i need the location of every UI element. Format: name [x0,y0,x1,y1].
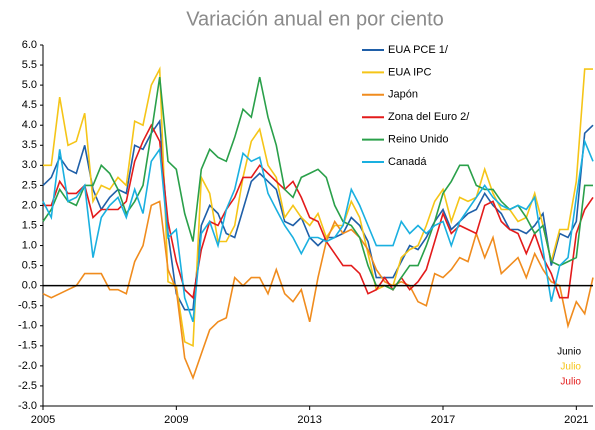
y-tick-label: 1.5 [22,219,37,231]
y-tick-label: 5.0 [22,79,37,91]
y-tick-label: 3.0 [22,159,37,171]
x-tick-label: 2017 [431,414,455,426]
legend-label: Zona del Euro 2/ [388,111,470,123]
y-tick-label: -2.0 [18,360,37,372]
x-tick-label: 2021 [564,414,588,426]
y-tick-label: 4.5 [22,99,37,111]
x-tick-label: 2013 [297,414,321,426]
series-line [42,76,593,291]
legend-label: Canadá [388,156,427,168]
y-tick-label: 6.0 [22,39,37,51]
annotation: Julio [560,377,581,388]
x-tick-label: 2005 [31,414,55,426]
series-line [42,118,594,311]
y-tick-label: 4.0 [22,119,37,131]
series-line [43,66,593,348]
chart-title: Variación anual en por ciento [186,8,444,30]
y-tick-label: 2.0 [22,199,37,211]
y-tick-label: -1.0 [18,320,37,332]
y-tick-label: -1.5 [18,340,37,352]
legend-label: Japón [388,89,418,101]
series-line [43,123,594,300]
y-tick-label: -3.0 [18,400,37,412]
y-tick-label: 5.5 [22,59,37,71]
series-line [42,138,594,323]
x-tick-label: 2009 [164,414,188,426]
annotation: Julio [560,362,581,373]
y-tick-label: -2.5 [18,380,37,392]
y-tick-label: 3.5 [22,139,37,151]
legend-label: EUA IPC [388,66,431,78]
y-tick-label: 0.5 [22,260,37,272]
y-tick-label: 1.0 [22,239,37,251]
legend-label: EUA PCE 1/ [388,44,449,56]
y-tick-label: 0.0 [22,280,37,292]
series-line [42,200,594,381]
y-tick-label: 2.5 [22,179,37,191]
annotation: Junio [557,347,581,358]
legend-label: Reino Unido [388,134,449,146]
y-tick-label: -0.5 [18,300,37,312]
